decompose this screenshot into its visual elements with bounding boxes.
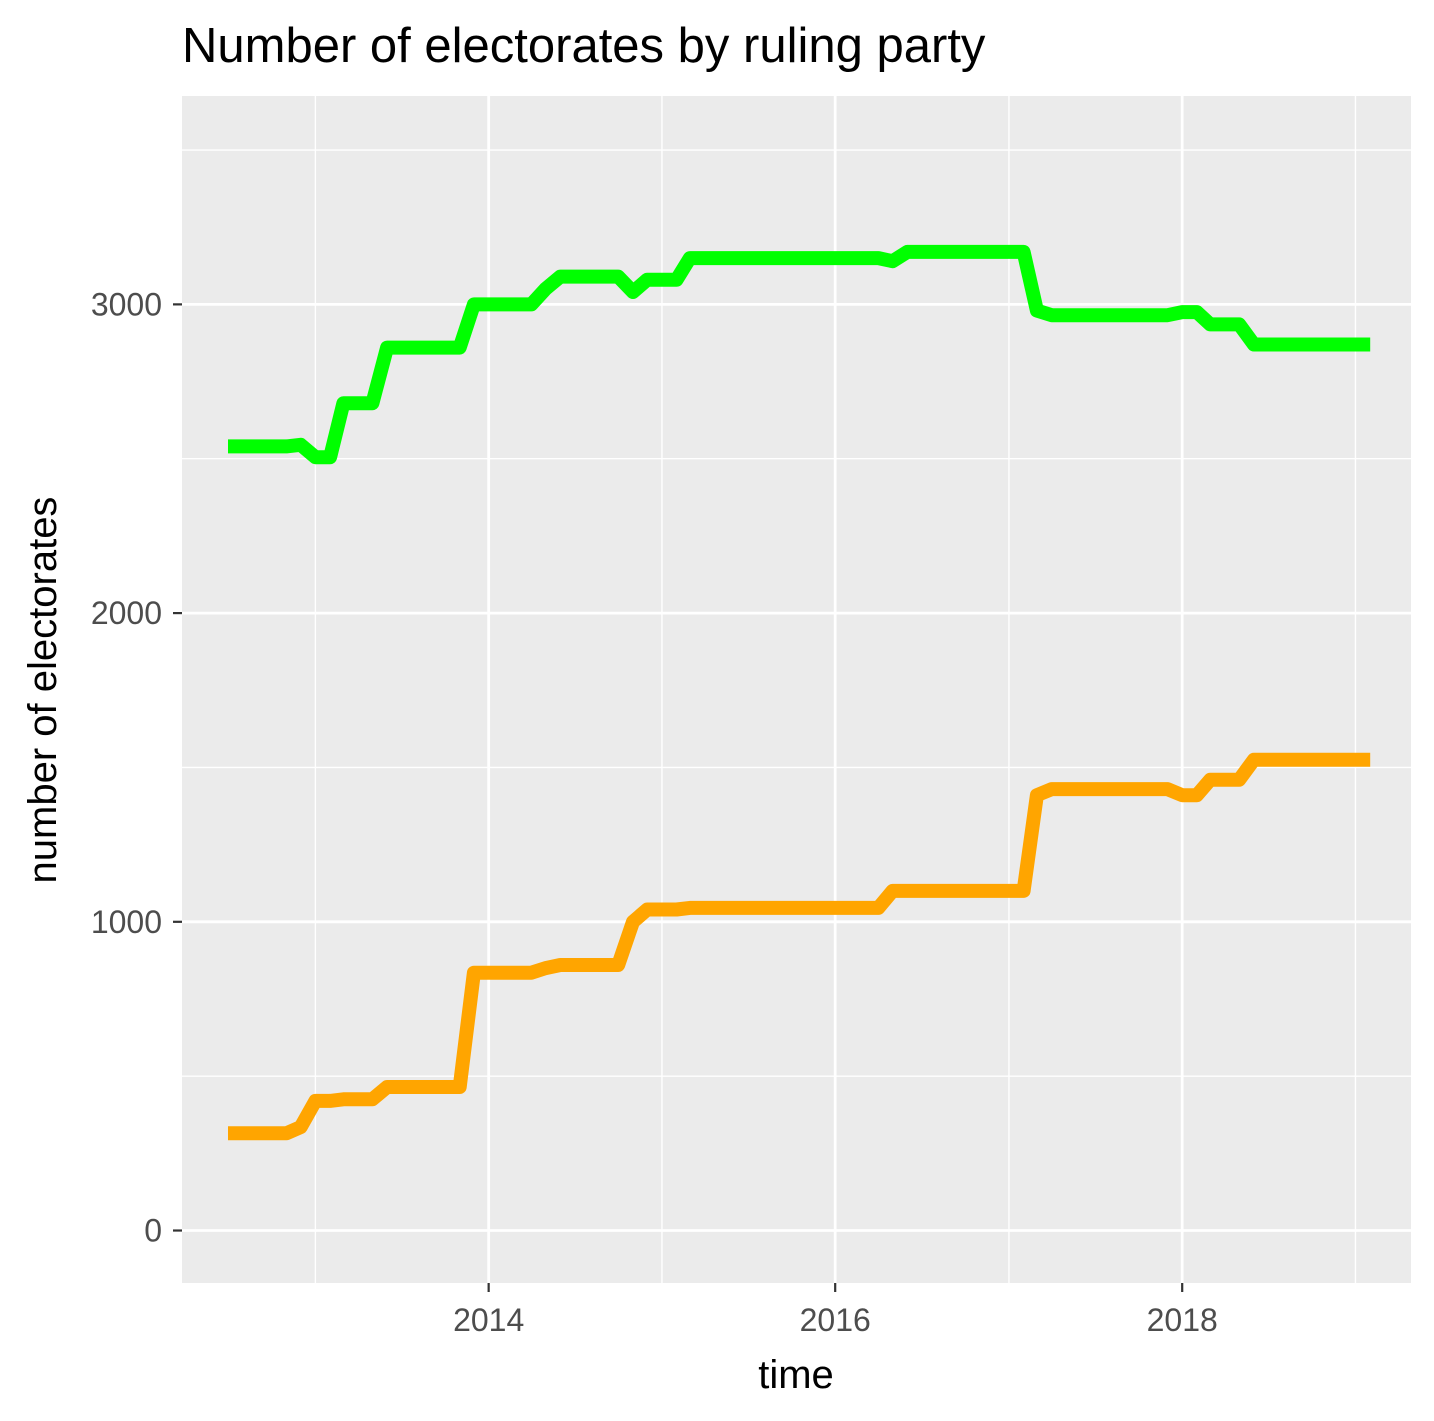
series-line-2 [228,752,1371,1141]
series-layer [228,244,1371,1141]
y-tick-label: 2000 [91,595,162,631]
y-tick-label: 1000 [91,904,162,940]
chart-title: Number of electorates by ruling party [182,19,986,73]
y-tick-label: 3000 [91,286,162,322]
x-axis: 2014 2016 2018 [453,1283,1218,1338]
x-tick-label: 2014 [453,1302,524,1338]
minor-grid [182,96,1411,1283]
x-tick-label: 2016 [800,1302,871,1338]
y-axis: 0 1000 2000 3000 [91,286,182,1249]
y-axis-title: number of electorates [21,497,65,884]
x-tick-label: 2018 [1147,1302,1218,1338]
major-grid [182,96,1411,1283]
x-axis-title: time [758,1353,834,1397]
y-tick-label: 0 [144,1213,162,1249]
series-line-1 [228,244,1371,465]
